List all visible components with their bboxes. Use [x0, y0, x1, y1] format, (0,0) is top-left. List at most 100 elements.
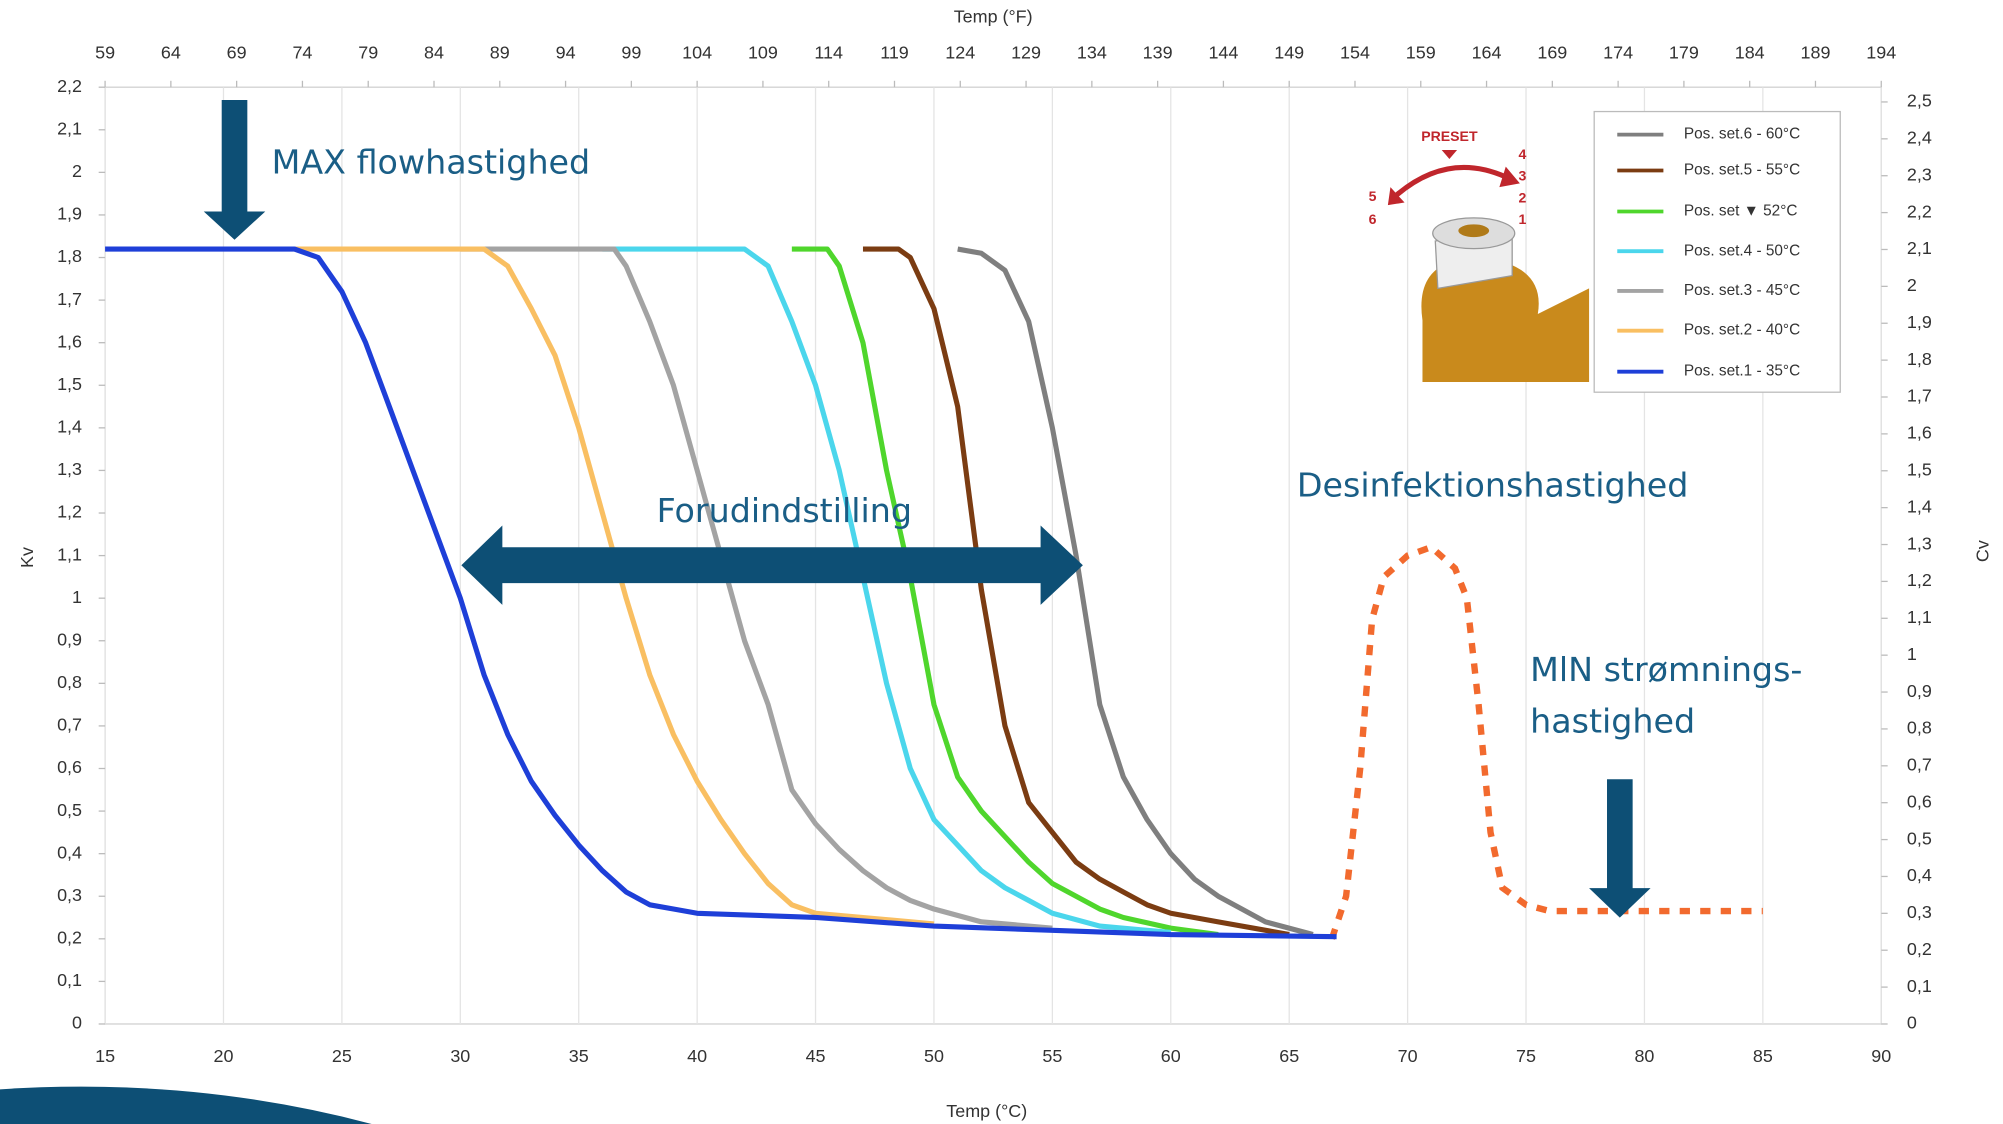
x2-tick-label: 189 [1801, 43, 1831, 63]
inset-number: 6 [1369, 211, 1377, 227]
x-tick-label: 50 [924, 1046, 944, 1066]
inset-number: 5 [1369, 188, 1377, 204]
y-tick-label: 0,6 [57, 757, 82, 777]
x2-tick-label: 69 [227, 43, 247, 63]
y2-tick-label: 1,3 [1907, 533, 1932, 553]
x2-tick-label: 134 [1077, 43, 1107, 63]
y2-tick-label: 1,8 [1907, 349, 1932, 369]
x2-tick-label: 89 [490, 43, 510, 63]
y-tick-label: 1,7 [57, 289, 82, 309]
x2-tick-label: 114 [814, 43, 843, 63]
x-tick-label: 20 [214, 1046, 234, 1066]
legend-label: Pos. set.3 - 45°C [1684, 282, 1800, 299]
y2-tick-label: 1,1 [1907, 607, 1932, 627]
y2-tick-label: 1,4 [1907, 496, 1932, 516]
x2-tick-label: 84 [424, 43, 444, 63]
y2-tick-label: 0,8 [1907, 718, 1932, 738]
y-tick-label: 1,6 [57, 331, 82, 351]
x2-tick-label: 94 [556, 43, 576, 63]
y-tick-label: 1,2 [57, 502, 82, 522]
y2-tick-label: 2,1 [1907, 238, 1932, 258]
x2-tick-label: 79 [358, 43, 378, 63]
inset-title: PRESET [1421, 128, 1478, 144]
y2-tick-label: 1,2 [1907, 570, 1932, 590]
x2-tick-label: 59 [95, 43, 115, 63]
y2-tick-label: 0,1 [1907, 976, 1932, 996]
x-tick-label: 40 [687, 1046, 707, 1066]
x-tick-label: 65 [1279, 1046, 1299, 1066]
x2-tick-label: 144 [1208, 43, 1238, 63]
legend-label: Pos. set.4 - 50°C [1684, 242, 1800, 259]
x-tick-label: 60 [1161, 1046, 1181, 1066]
x2-tick-label: 174 [1603, 43, 1633, 63]
x-tick-label: 90 [1871, 1046, 1891, 1066]
x2-tick-label: 129 [1011, 43, 1041, 63]
annotation: MAX flowhastighed [272, 143, 590, 182]
y-tick-label: 0,9 [57, 629, 82, 649]
x2-tick-label: 179 [1669, 43, 1699, 63]
x2-title: Temp (°F) [954, 7, 1033, 27]
x2-tick-label: 169 [1537, 43, 1567, 63]
inset-number: 2 [1519, 189, 1527, 205]
y2-tick-label: 0 [1907, 1013, 1917, 1033]
x-tick-label: 85 [1753, 1046, 1773, 1066]
x2-tick-label: 119 [880, 43, 909, 63]
y2-tick-label: 0,3 [1907, 902, 1932, 922]
y-tick-label: 0,3 [57, 885, 82, 905]
x2-tick-label: 109 [748, 43, 778, 63]
chart: Temp (°F) Temp (°C) Kv Cv 15202530354045… [0, 0, 2003, 1124]
x2-tick-label: 64 [161, 43, 181, 63]
y2-tick-label: 2,4 [1907, 128, 1932, 148]
x-tick-label: 35 [569, 1046, 589, 1066]
x2-tick-label: 194 [1866, 43, 1896, 63]
inset-number: 3 [1519, 168, 1527, 184]
x-tick-label: 75 [1516, 1046, 1536, 1066]
x2-tick-label: 164 [1472, 43, 1502, 63]
annotation: Forudindstilling [657, 491, 912, 530]
y-tick-label: 1 [72, 587, 82, 607]
x-tick-label: 15 [95, 1046, 115, 1066]
inset-number: 1 [1519, 211, 1527, 227]
legend-label: Pos. set.5 - 55°C [1684, 162, 1800, 179]
x-tick-label: 70 [1398, 1046, 1418, 1066]
y-tick-label: 0,8 [57, 672, 82, 692]
x2-tick-label: 74 [292, 43, 312, 63]
y-tick-label: 1,3 [57, 459, 82, 479]
y2-title: Cv [1973, 540, 1993, 562]
y-tick-label: 0,5 [57, 800, 82, 820]
x2-tick-label: 154 [1340, 43, 1370, 63]
x2-tick-label: 139 [1143, 43, 1173, 63]
x2-tick-label: 124 [945, 43, 975, 63]
x2-tick-label: 159 [1406, 43, 1436, 63]
y-tick-label: 0 [72, 1013, 82, 1033]
y2-tick-label: 0,2 [1907, 939, 1932, 959]
y2-tick-label: 2,5 [1907, 91, 1932, 111]
y-tick-label: 2,1 [57, 119, 82, 139]
y-tick-label: 1,1 [57, 544, 82, 564]
y-tick-label: 1,5 [57, 374, 82, 394]
inset-number: 4 [1519, 146, 1527, 162]
x2-tick-label: 104 [682, 43, 712, 63]
y2-tick-label: 0,9 [1907, 681, 1932, 701]
x2-tick-label: 184 [1735, 43, 1765, 63]
x2-tick-label: 149 [1274, 43, 1304, 63]
y2-tick-label: 0,7 [1907, 755, 1932, 775]
y2-tick-label: 1,7 [1907, 386, 1932, 406]
x-tick-label: 25 [332, 1046, 352, 1066]
y2-tick-label: 0,4 [1907, 865, 1932, 885]
x2-tick-label: 99 [621, 43, 641, 63]
y-tick-label: 1,9 [57, 204, 82, 224]
y-tick-label: 1,4 [57, 417, 82, 437]
legend-label: Pos. set ▼ 52°C [1684, 203, 1798, 220]
valve-cap [1458, 224, 1489, 237]
y-tick-label: 1,8 [57, 246, 82, 266]
y2-tick-label: 0,5 [1907, 828, 1932, 848]
y2-tick-label: 2,3 [1907, 164, 1932, 184]
x-title: Temp (°C) [946, 1101, 1027, 1121]
x-tick-label: 80 [1634, 1046, 1654, 1066]
annotation: hastighed [1530, 701, 1695, 740]
legend-label: Pos. set.2 - 40°C [1684, 322, 1800, 339]
y2-tick-label: 1 [1907, 644, 1917, 664]
y-tick-label: 0,7 [57, 715, 82, 735]
y2-tick-label: 2 [1907, 275, 1917, 295]
